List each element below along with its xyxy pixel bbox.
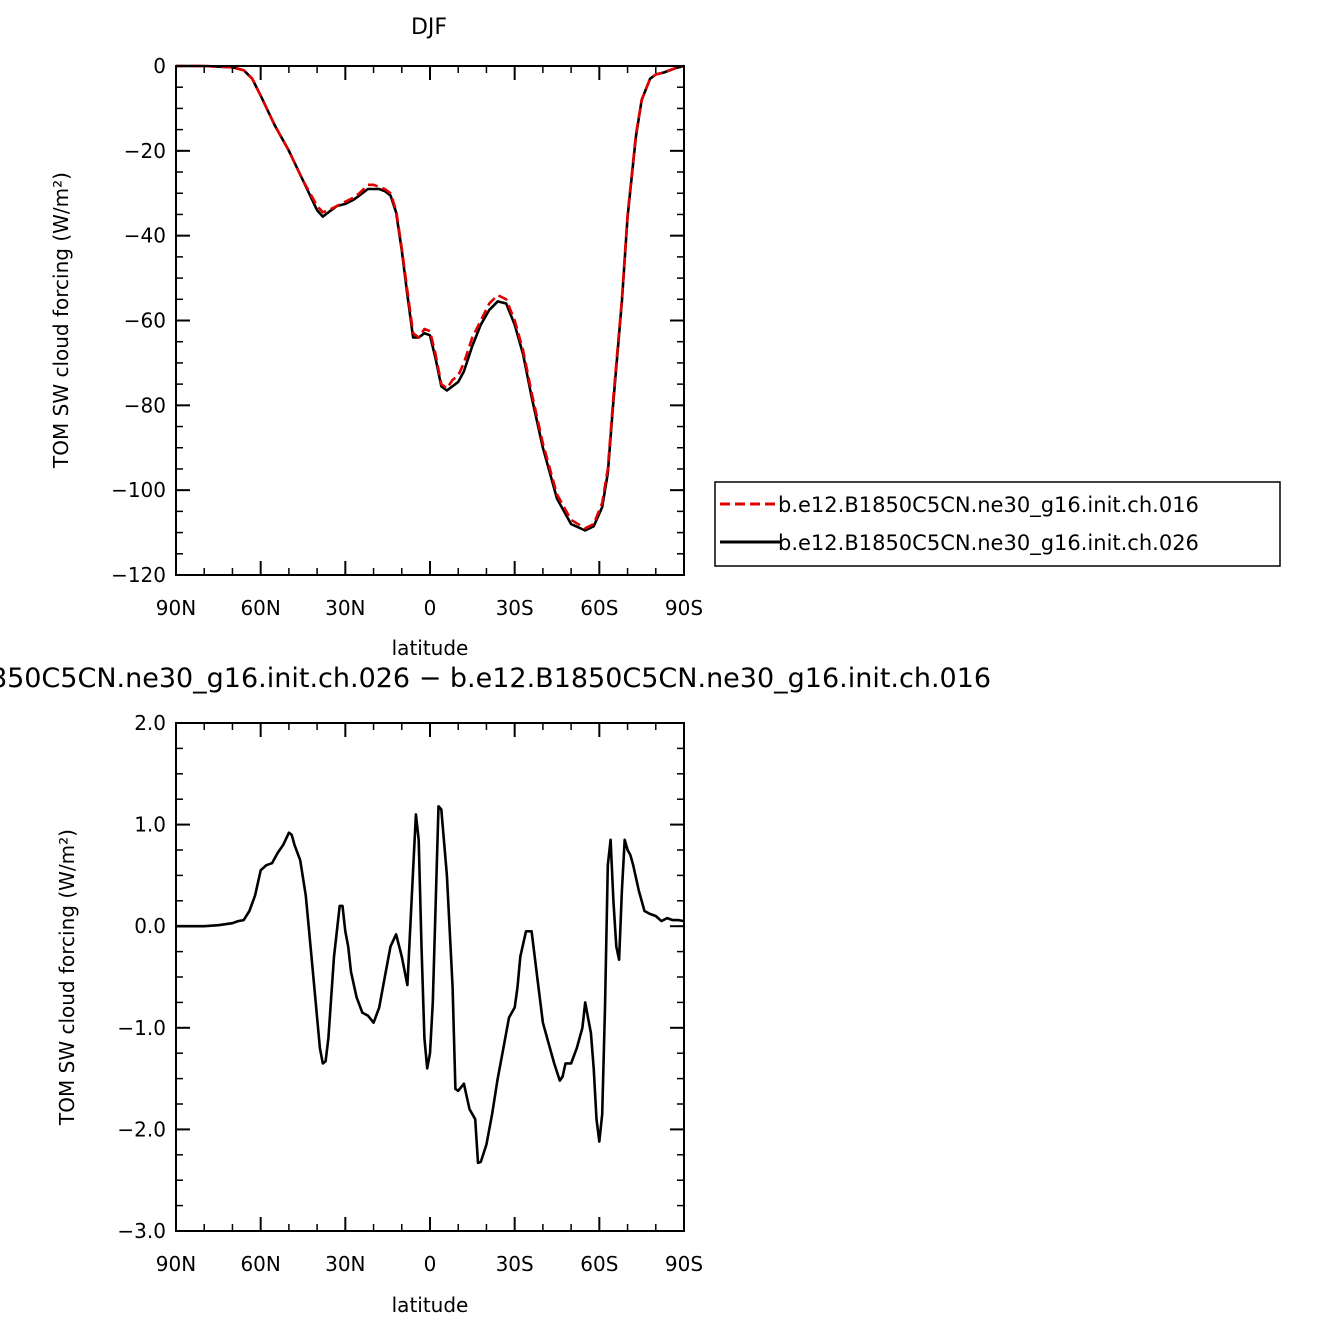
bottom-panel: b.e12.B1850C5CN.ne30_g16.init.ch.026 − b… <box>0 663 991 1317</box>
legend-label-series-016: b.e12.B1850C5CN.ne30_g16.init.ch.016 <box>778 493 1199 518</box>
x-tick-label: 90N <box>156 596 196 620</box>
y-tick-label: −120 <box>111 563 166 587</box>
x-tick-label: 60S <box>580 596 618 620</box>
top-plot-frame <box>175 65 685 576</box>
y-tick-label: 2.0 <box>134 711 166 735</box>
y-tick-label: 0 <box>153 54 166 78</box>
series-line-1 <box>176 64 685 530</box>
bottom-plot-frame <box>175 722 685 1232</box>
top-series-group <box>176 64 685 532</box>
x-tick-label: 30N <box>325 1252 365 1276</box>
x-tick-label: 90S <box>665 1252 703 1276</box>
top-chart-title: DJF <box>411 15 447 40</box>
x-tick-label: 30S <box>496 1252 534 1276</box>
x-tick-label: 60S <box>580 1252 618 1276</box>
bottom-y-axis-label: TOM SW cloud forcing (W/m²) <box>55 829 79 1126</box>
top-y-axis-label: TOM SW cloud forcing (W/m²) <box>49 172 73 469</box>
y-tick-label: 1.0 <box>134 813 166 837</box>
series-line-1 <box>176 805 685 1165</box>
y-tick-label: −2.0 <box>117 1117 166 1141</box>
top-tick-labels: 90N 60N 30N 0 30S 60S 90S 0 −20 −40 −60 −80 −100 −120 <box>111 54 703 620</box>
series-line-2 <box>176 64 685 532</box>
legend-box <box>714 481 1281 567</box>
y-tick-label: −40 <box>124 224 166 248</box>
y-tick-label: −20 <box>124 139 166 163</box>
bottom-y-grid-ticks <box>175 722 685 1232</box>
top-x-axis-label: latitude <box>392 636 469 660</box>
x-tick-label: 0 <box>424 1252 437 1276</box>
legend: b.e12.B1850C5CN.ne30_g16.init.ch.016 b.e… <box>714 481 1281 567</box>
x-tick-label: 90S <box>665 596 703 620</box>
bottom-chart-title: b.e12.B1850C5CN.ne30_g16.init.ch.026 − b… <box>0 663 991 694</box>
y-tick-label: −80 <box>124 393 166 417</box>
x-tick-label: 30S <box>496 596 534 620</box>
y-tick-label: 0.0 <box>134 914 166 938</box>
y-tick-label: −1.0 <box>117 1016 166 1040</box>
bottom-x-axis-label: latitude <box>392 1293 469 1317</box>
y-tick-label: −60 <box>124 309 166 333</box>
x-tick-label: 0 <box>424 596 437 620</box>
x-tick-label: 90N <box>156 1252 196 1276</box>
x-tick-label: 30N <box>325 596 365 620</box>
top-panel: DJF 90N 60N 30N 0 30S 60S 90S 0 −20 −40 −60 −80 −100… <box>49 15 1281 660</box>
y-tick-label: −100 <box>111 478 166 502</box>
top-y-grid-ticks <box>175 65 685 576</box>
bottom-tick-labels: 90N 60N 30N 0 30S 60S 90S 2.0 1.0 0.0 −1.0 −2.0 −3.0 <box>117 711 703 1276</box>
legend-label-series-026: b.e12.B1850C5CN.ne30_g16.init.ch.026 <box>778 531 1199 556</box>
x-tick-label: 60N <box>240 596 280 620</box>
x-tick-label: 60N <box>240 1252 280 1276</box>
y-tick-label: −3.0 <box>117 1219 166 1243</box>
bottom-series-group <box>176 805 685 1165</box>
